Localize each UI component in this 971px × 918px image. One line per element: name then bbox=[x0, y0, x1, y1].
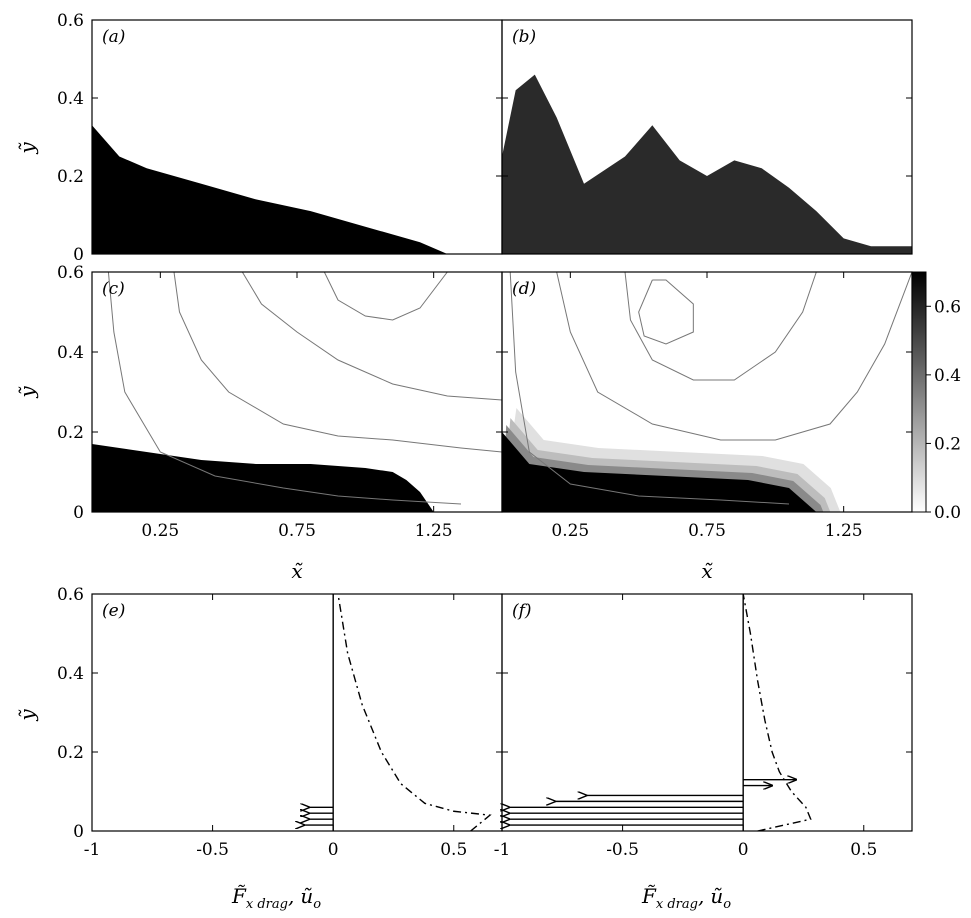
colorbar-tick-label: 0.6 bbox=[934, 297, 961, 317]
colorbar-gradient bbox=[911, 271, 927, 513]
current-fill-2 bbox=[92, 444, 434, 512]
y-axis-label-top: ỹ bbox=[15, 142, 39, 155]
panel-label: (c) bbox=[102, 279, 125, 299]
y-tick-label: 0.2 bbox=[57, 167, 84, 187]
colorbar: 0.0 0.2 0.4 0.6 bbox=[911, 271, 961, 523]
x-tick-label: 1.25 bbox=[825, 521, 863, 541]
colorbar-tick-label: 0.4 bbox=[934, 366, 961, 386]
svg-text:F̃x drag,ũo: F̃x drag, ũo bbox=[641, 884, 731, 912]
streamline-3 bbox=[323, 272, 448, 321]
y-tick-label: 0.2 bbox=[57, 423, 84, 443]
velocity-profile bbox=[337, 593, 492, 832]
panel-label: (b) bbox=[512, 27, 536, 47]
x-tick-label: -1 bbox=[84, 840, 101, 860]
streamline-3 bbox=[638, 279, 694, 345]
y-tick-label: 0 bbox=[73, 245, 84, 265]
y-axis-label-bottom: ỹ bbox=[15, 709, 39, 722]
streamline-2 bbox=[624, 272, 817, 381]
current-fill-b bbox=[502, 74, 912, 254]
panel-label: (d) bbox=[512, 279, 536, 299]
x-tick-label: 0.5 bbox=[440, 840, 467, 860]
x-axis-label-right: x̃ bbox=[701, 559, 713, 583]
svg-text:F̃x drag,ũo: F̃x drag, ũo bbox=[231, 884, 321, 912]
streamline-1 bbox=[556, 272, 912, 441]
y-axis-label-middle: ỹ bbox=[15, 386, 39, 399]
x-tick-label: 0.25 bbox=[551, 521, 589, 541]
y-tick-label: 0.6 bbox=[57, 11, 84, 31]
current-fill-3 bbox=[502, 432, 817, 512]
panel-frame-5 bbox=[501, 593, 913, 832]
x-tick-label: 0 bbox=[738, 840, 749, 860]
streamline-0 bbox=[107, 272, 462, 505]
x-tick-label: 0.25 bbox=[141, 521, 179, 541]
x-tick-label: 0.75 bbox=[278, 521, 316, 541]
x-tick-label: -0.5 bbox=[606, 840, 639, 860]
y-tick-label: 0.2 bbox=[57, 743, 84, 763]
streamline-0 bbox=[509, 272, 790, 505]
panel-frame-4 bbox=[91, 593, 503, 832]
y-tick-label: 0.4 bbox=[57, 343, 84, 363]
y-tick-label: 0 bbox=[73, 822, 84, 842]
panel-label: (e) bbox=[102, 601, 125, 621]
y-tick-label: 0 bbox=[73, 503, 84, 523]
colorbar-tick-label: 0.0 bbox=[934, 503, 961, 523]
y-tick-label: 0.6 bbox=[57, 585, 84, 605]
current-fill-0 bbox=[92, 125, 502, 254]
y-tick-label: 0.4 bbox=[57, 89, 84, 109]
x-tick-label: 0.5 bbox=[850, 840, 877, 860]
panel-label: (a) bbox=[102, 27, 125, 47]
colorbar-tick-label: 0.2 bbox=[934, 434, 961, 454]
y-tick-label: 0.6 bbox=[57, 263, 84, 283]
panel-label: (f) bbox=[512, 601, 532, 621]
x-tick-label: -0.5 bbox=[196, 840, 229, 860]
drag-axis-label-right: F̃x drag, ũo bbox=[641, 884, 731, 912]
streamline-1 bbox=[173, 272, 502, 453]
drag-axis-label-left: F̃x drag, ũo bbox=[231, 884, 321, 912]
panel-frame-1 bbox=[501, 19, 913, 255]
x-tick-label: 1.25 bbox=[415, 521, 453, 541]
x-tick-label: 0 bbox=[328, 840, 339, 860]
streamline-2 bbox=[241, 272, 502, 401]
y-tick-label: 0.4 bbox=[57, 664, 84, 684]
x-tick-label: 0.75 bbox=[688, 521, 726, 541]
x-axis-label-left: x̃ bbox=[291, 559, 303, 583]
velocity-profile bbox=[742, 593, 812, 832]
x-tick-label: -1 bbox=[494, 840, 511, 860]
